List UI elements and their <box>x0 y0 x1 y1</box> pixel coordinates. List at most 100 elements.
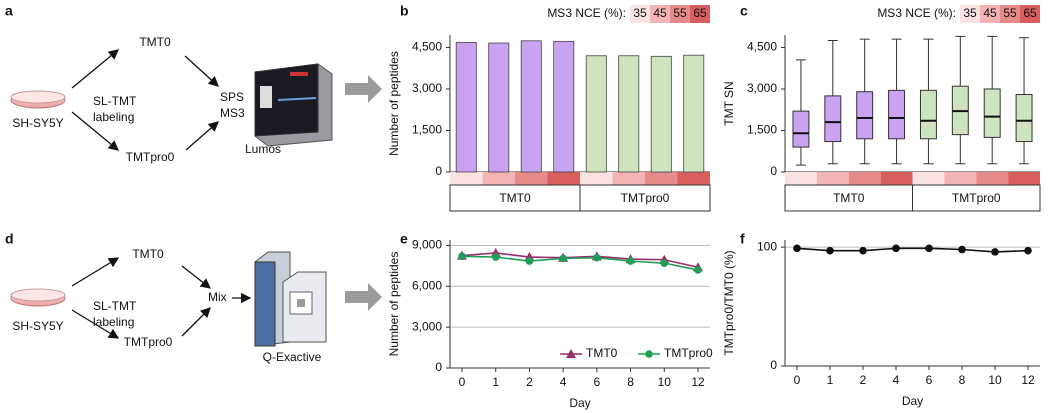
point <box>826 246 834 255</box>
bar <box>650 55 672 173</box>
bar <box>455 42 477 173</box>
instrument-icon <box>254 63 333 147</box>
point <box>626 257 635 265</box>
x-tick-label: 6 <box>594 375 601 389</box>
bar <box>585 55 607 173</box>
tag: TMTpro0 <box>126 150 175 164</box>
nce-strip <box>547 172 580 185</box>
arrow <box>71 309 120 339</box>
box <box>983 88 1001 138</box>
legend-swatch <box>690 5 710 23</box>
arrow <box>71 49 120 89</box>
whisker <box>987 35 998 89</box>
x-tick-label: 8 <box>627 375 634 389</box>
series-line <box>461 255 699 271</box>
point <box>892 244 900 253</box>
whisker <box>891 138 902 165</box>
y-axis-label: TMT SN <box>722 81 736 125</box>
x-tick-label: 8 <box>959 373 966 387</box>
x-tick-label: 2 <box>526 375 533 389</box>
arrow <box>184 55 219 87</box>
legend-label: 65 <box>1023 6 1037 20</box>
dish <box>10 288 66 302</box>
x-tick-label: 4 <box>893 373 900 387</box>
legend-label: TMTpro0 <box>664 346 713 360</box>
y-tick-label: 3,000 <box>412 81 442 95</box>
group-label: TMT0 <box>499 191 531 205</box>
y-axis-label: TMTpro0/TMT0 (%) <box>722 250 736 355</box>
point <box>859 246 867 255</box>
y-axis-label: Number of peptides <box>387 252 401 357</box>
box <box>792 110 810 148</box>
legend-title: MS3 NCE (%): <box>547 6 626 20</box>
panel-label: b <box>400 3 409 19</box>
y-tick-label: 3,000 <box>747 81 777 95</box>
y-tick-label: 0 <box>435 164 442 178</box>
legend-label: 55 <box>673 6 687 20</box>
point <box>991 248 999 256</box>
point <box>491 253 500 261</box>
nce-strip <box>912 172 945 185</box>
panel-label: a <box>5 3 13 19</box>
whisker <box>923 38 934 91</box>
workflow-a: a SH-SY5Y TMT0 SL-TMT labeling TMTpro0 S… <box>5 3 382 164</box>
box <box>856 91 874 140</box>
x-axis-label: Day <box>569 396 590 410</box>
x-tick-label: 0 <box>459 375 466 389</box>
x-axis-label: Day <box>902 394 923 408</box>
panel-label: d <box>5 231 14 247</box>
x-tick-label: 12 <box>1021 373 1035 387</box>
legend-swatch <box>960 5 980 23</box>
y-axis-label: Number of peptides <box>387 51 401 156</box>
point <box>694 266 702 274</box>
y-tick-label: 4,500 <box>412 40 442 54</box>
point <box>793 244 801 253</box>
whisker <box>955 35 966 87</box>
dish <box>10 90 66 104</box>
nce-strip <box>580 172 613 185</box>
legend-label: 45 <box>653 6 667 20</box>
box <box>919 89 937 140</box>
legend-label: 35 <box>963 6 977 20</box>
legend-swatch <box>980 5 1000 23</box>
legend-swatch <box>630 5 650 23</box>
x-tick-label: 4 <box>560 375 567 389</box>
legend-marker <box>645 350 653 358</box>
series-line <box>796 247 1029 253</box>
arrow <box>185 121 219 151</box>
nce-strip <box>848 172 881 185</box>
whisker <box>1019 141 1030 165</box>
whisker <box>987 137 998 165</box>
tag: TMT0 <box>139 35 171 49</box>
panel-label: e <box>400 231 408 247</box>
nce-strip <box>816 172 849 185</box>
arrow <box>71 111 120 151</box>
method: labeling <box>93 110 134 124</box>
arrow <box>71 257 120 287</box>
box <box>888 89 906 140</box>
legend-marker <box>566 349 576 358</box>
group-label: TMT0 <box>833 191 865 205</box>
arrow <box>181 265 212 289</box>
whisker <box>827 141 838 165</box>
method: SL-TMT <box>93 299 137 313</box>
y-tick-label: 1,500 <box>747 123 777 137</box>
legend-label: 35 <box>633 6 647 20</box>
x-tick-label: 10 <box>988 373 1002 387</box>
nce-strip <box>944 172 977 185</box>
group-box <box>912 184 1041 212</box>
nce-strip <box>612 172 645 185</box>
instrument: Lumos <box>245 142 281 156</box>
x-tick-label: 1 <box>827 373 834 387</box>
panel-label: c <box>740 3 748 19</box>
y-tick-label: 0 <box>770 164 777 178</box>
x-tick-label: 10 <box>658 375 672 389</box>
big-arrow <box>345 75 382 103</box>
tag: TMT0 <box>132 247 164 261</box>
nce-strip <box>976 172 1009 185</box>
y-tick-label: 3,000 <box>412 319 442 333</box>
group-label: TMTpro0 <box>621 191 670 205</box>
method: SL-TMT <box>93 94 137 108</box>
group-box <box>579 184 711 212</box>
